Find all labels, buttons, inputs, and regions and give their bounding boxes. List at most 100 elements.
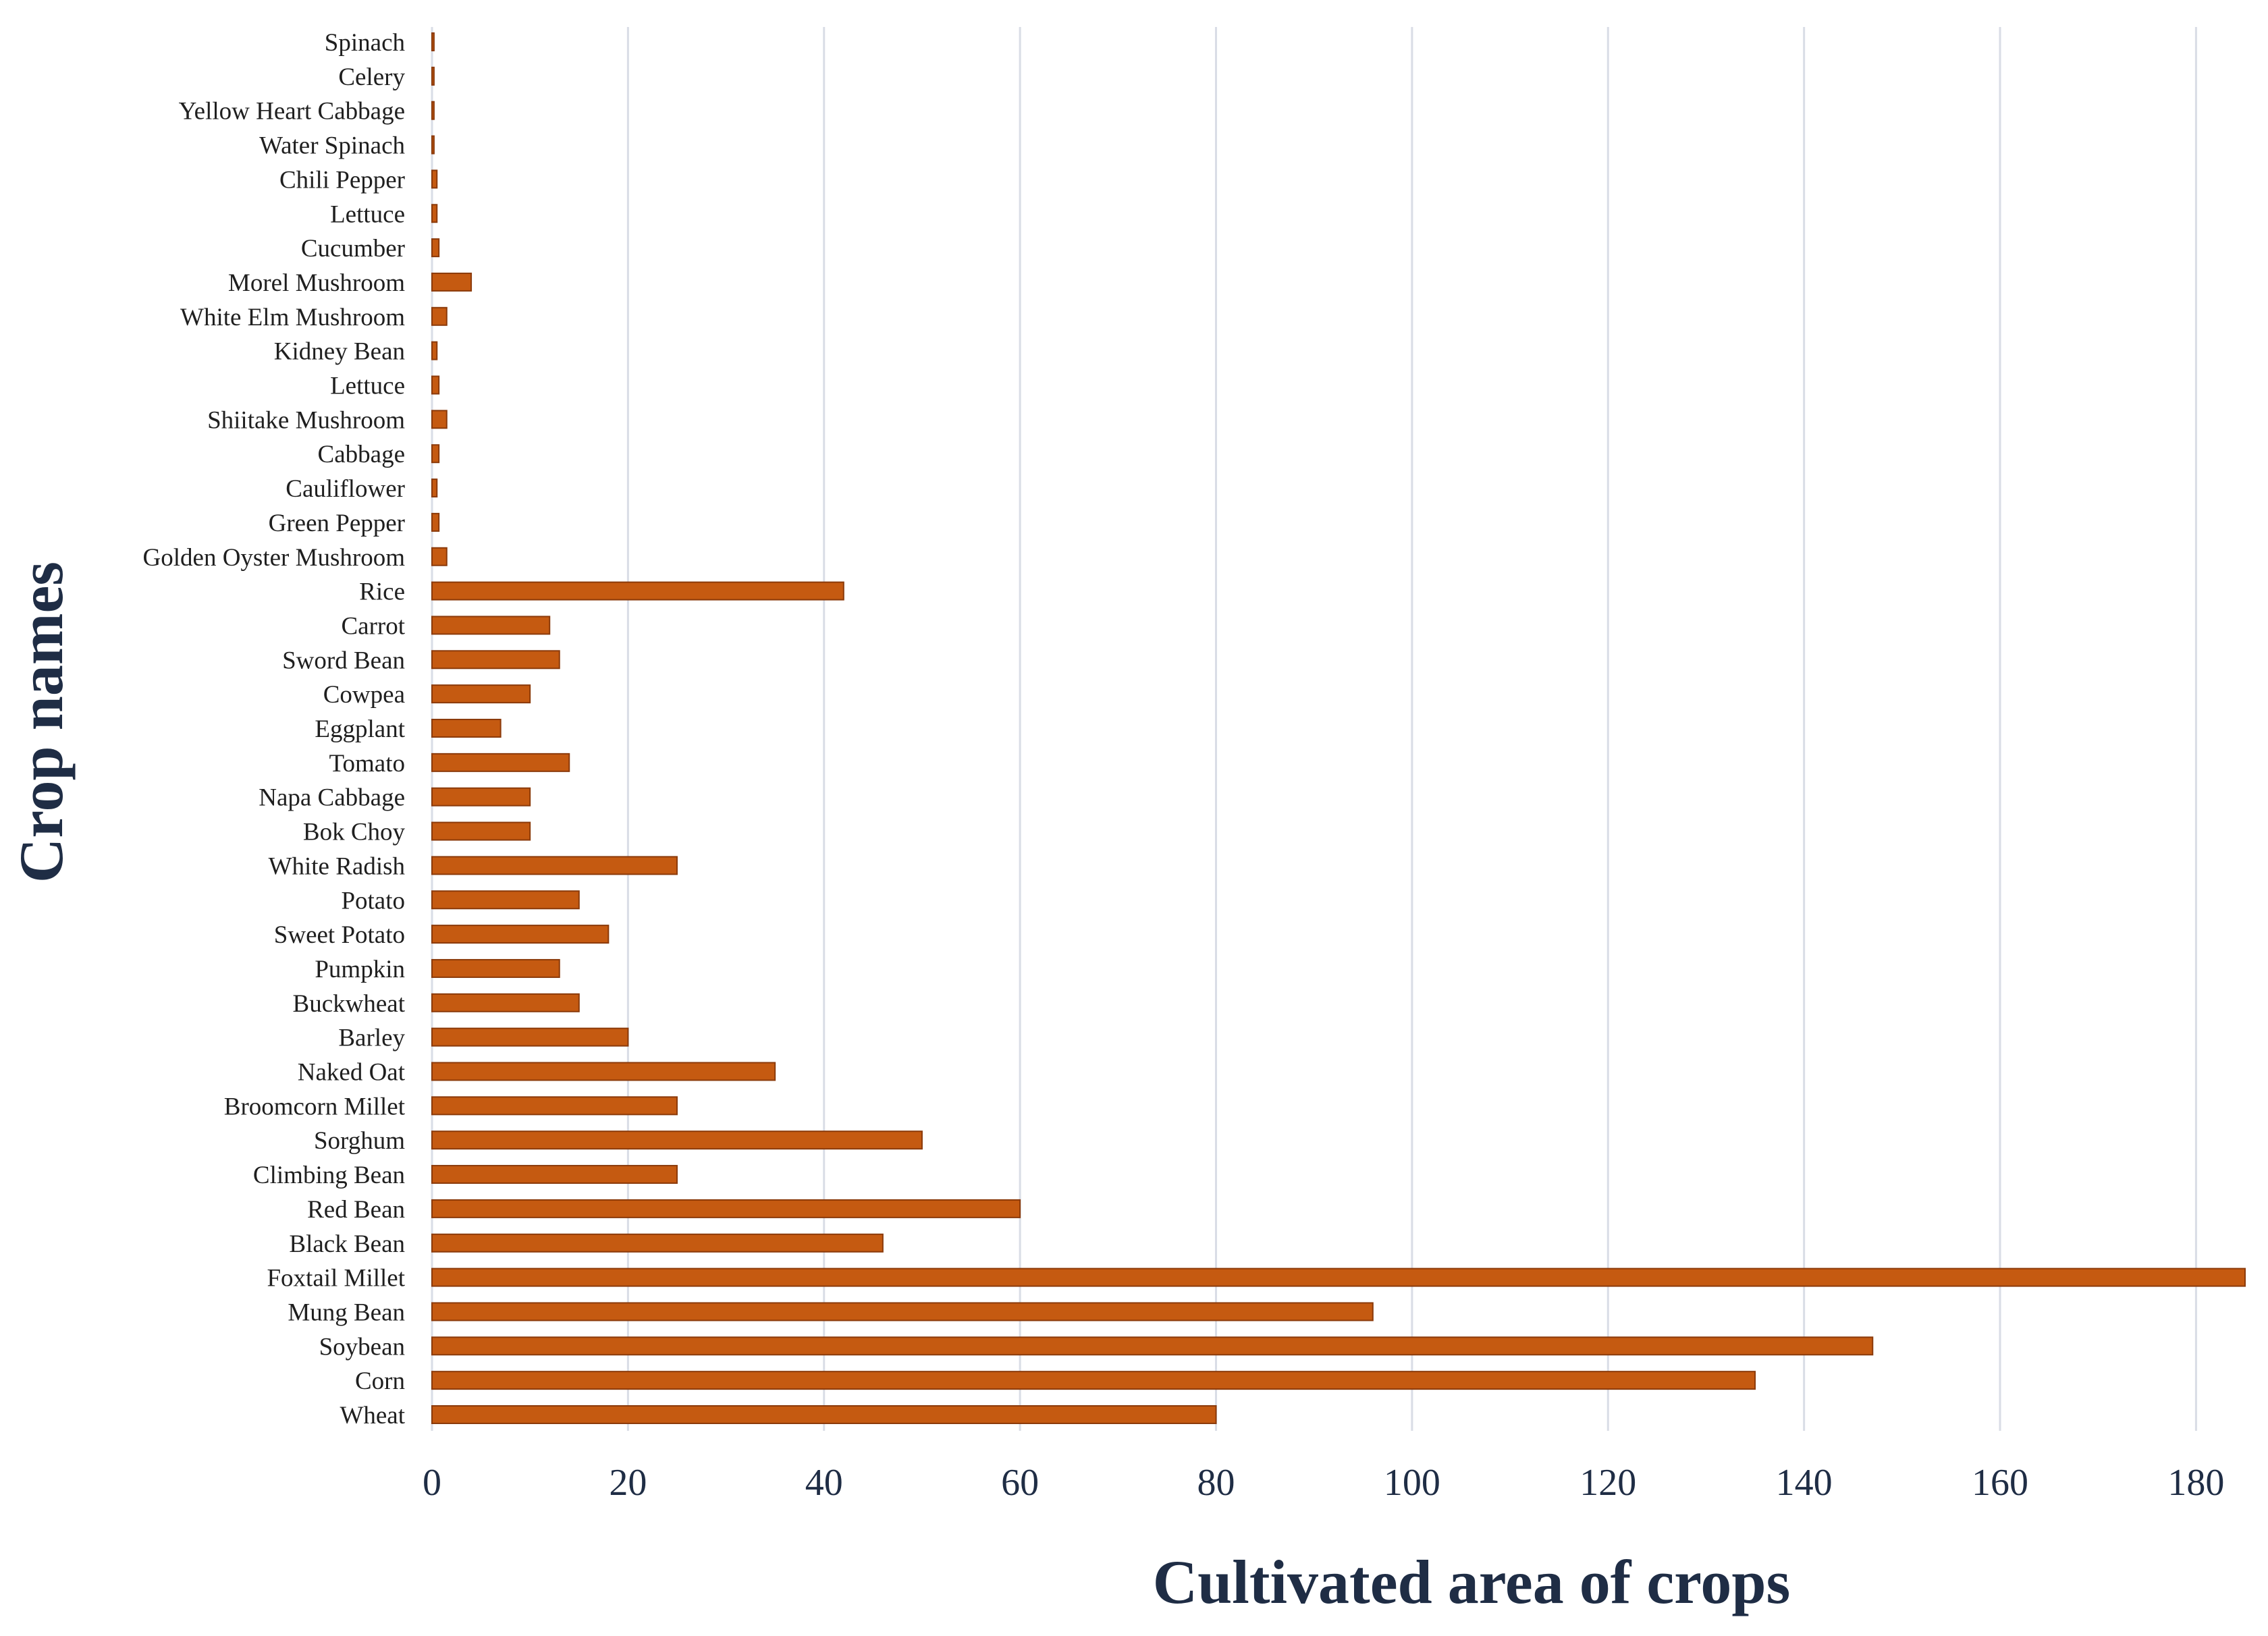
bar bbox=[431, 1130, 923, 1150]
bar bbox=[431, 1165, 678, 1184]
x-axis-title: Cultivated area of crops bbox=[1153, 1548, 1791, 1616]
bar bbox=[431, 1302, 1374, 1321]
bar bbox=[431, 1371, 1756, 1390]
category-label: Spinach bbox=[325, 29, 406, 57]
bar bbox=[431, 547, 448, 566]
category-label: Cauliflower bbox=[286, 475, 405, 503]
bar bbox=[431, 1199, 1021, 1218]
category-label: Mung Bean bbox=[288, 1299, 405, 1326]
bar bbox=[431, 1062, 776, 1081]
category-label: Sweet Potato bbox=[274, 921, 405, 949]
x-tick-label: 140 bbox=[1776, 1462, 1833, 1504]
category-label: Golden Oyster Mushroom bbox=[143, 544, 406, 572]
bar bbox=[431, 66, 435, 86]
y-axis-title: Crop names bbox=[7, 562, 76, 883]
category-label: Cowpea bbox=[323, 681, 405, 709]
bar bbox=[431, 135, 435, 155]
category-label: Foxtail Millet bbox=[267, 1265, 405, 1292]
category-label: Buckwheat bbox=[293, 990, 406, 1018]
bar bbox=[431, 375, 440, 395]
x-tick-label: 160 bbox=[1972, 1462, 2028, 1504]
category-label: Carrot bbox=[341, 612, 405, 640]
bar bbox=[431, 1267, 2246, 1287]
gridlines bbox=[431, 27, 2197, 1431]
category-label: Eggplant bbox=[315, 715, 405, 743]
bar bbox=[431, 616, 551, 635]
category-label: Rice bbox=[359, 578, 405, 606]
x-tick-labels: 0 20 40 60 80 100 120 140 160 180 bbox=[423, 1462, 2224, 1504]
bar bbox=[431, 444, 440, 464]
category-label: Broomcorn Millet bbox=[224, 1093, 406, 1120]
bar bbox=[431, 1405, 1217, 1424]
category-label: Shiitake Mushroom bbox=[207, 406, 405, 434]
category-label: Chili Pepper bbox=[279, 166, 405, 194]
x-tick-label: 80 bbox=[1197, 1462, 1235, 1504]
x-tick-label: 100 bbox=[1384, 1462, 1440, 1504]
bar bbox=[431, 958, 560, 978]
bar bbox=[431, 204, 438, 223]
bar bbox=[431, 684, 531, 704]
category-label: Tomato bbox=[329, 750, 406, 778]
bar bbox=[431, 306, 448, 326]
bar bbox=[431, 581, 844, 601]
category-label: Green Pepper bbox=[269, 510, 405, 537]
category-label: Water Spinach bbox=[259, 132, 405, 160]
bar bbox=[431, 925, 610, 944]
bar bbox=[431, 993, 580, 1012]
bar bbox=[431, 719, 502, 738]
x-tick-label: 0 bbox=[423, 1462, 441, 1504]
bar bbox=[431, 787, 531, 807]
category-label: Corn bbox=[355, 1367, 405, 1395]
bar bbox=[431, 1096, 678, 1116]
category-label: Lettuce bbox=[330, 373, 405, 400]
x-tick-label: 120 bbox=[1580, 1462, 1636, 1504]
bar bbox=[431, 272, 473, 292]
x-tick-label: 180 bbox=[2167, 1462, 2224, 1504]
bar bbox=[431, 821, 531, 841]
category-label: Wheat bbox=[340, 1402, 405, 1429]
category-label: Sorghum bbox=[314, 1127, 405, 1155]
x-tick-label: 40 bbox=[805, 1462, 843, 1504]
category-label: Naked Oat bbox=[298, 1059, 406, 1087]
bar bbox=[431, 101, 435, 120]
bar bbox=[431, 1027, 629, 1047]
category-label: Bok Choy bbox=[303, 819, 406, 846]
category-label: Sword Bean bbox=[282, 647, 405, 674]
category-label: Potato bbox=[341, 887, 405, 915]
bar bbox=[431, 341, 438, 360]
category-label: Morel Mushroom bbox=[228, 269, 405, 297]
category-label: Yellow Heart Cabbage bbox=[179, 98, 405, 126]
category-label: White Elm Mushroom bbox=[180, 304, 405, 331]
category-labels: Spinach Celery Yellow Heart Cabbage Water S… bbox=[143, 29, 406, 1429]
bar bbox=[431, 1233, 884, 1253]
bar bbox=[431, 650, 560, 670]
category-label: White Radish bbox=[269, 852, 406, 880]
bar bbox=[431, 1336, 1874, 1356]
bar bbox=[431, 410, 448, 429]
category-label: Black Bean bbox=[289, 1230, 405, 1258]
category-label: Celery bbox=[338, 63, 405, 91]
bar bbox=[431, 479, 438, 498]
bar bbox=[431, 890, 580, 910]
category-label: Kidney Bean bbox=[274, 338, 405, 366]
bar bbox=[431, 169, 438, 189]
bar bbox=[431, 512, 440, 532]
bar bbox=[431, 32, 435, 51]
category-label: Napa Cabbage bbox=[259, 784, 405, 812]
category-label: Climbing Bean bbox=[253, 1162, 405, 1189]
x-tick-label: 60 bbox=[1001, 1462, 1039, 1504]
category-label: Cabbage bbox=[318, 441, 405, 468]
category-label: Soybean bbox=[319, 1333, 405, 1361]
category-label: Red Bean bbox=[307, 1196, 405, 1224]
bar bbox=[431, 753, 570, 772]
x-tick-label: 20 bbox=[609, 1462, 647, 1504]
bars bbox=[431, 32, 2246, 1424]
bar bbox=[431, 238, 440, 258]
category-label: Barley bbox=[338, 1025, 405, 1052]
category-label: Cucumber bbox=[301, 235, 405, 263]
category-label: Lettuce bbox=[330, 200, 405, 228]
bar bbox=[431, 856, 678, 875]
